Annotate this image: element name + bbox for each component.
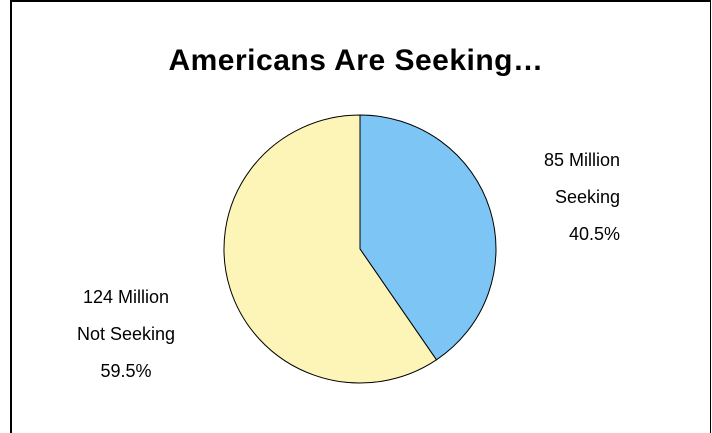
slice-label-not-seeking-line-2: Not Seeking	[76, 324, 176, 344]
pie-slice-seeking	[359, 114, 497, 361]
chart-title: Americans Are Seeking…	[168, 44, 544, 77]
slice-label-not-seeking: 124 Million Not Seeking 59.5%	[56, 279, 196, 390]
slice-label-seeking: 85 Million Seeking 40.5%	[500, 142, 620, 253]
pie-slice-not-seeking	[223, 114, 438, 384]
slice-label-not-seeking-line-3: 59.5%	[100, 361, 152, 381]
slice-label-seeking-line-3: 40.5%	[568, 224, 620, 244]
slice-label-not-seeking-line-1: 124 Million	[82, 287, 170, 307]
slice-label-seeking-line-2: Seeking	[554, 187, 620, 207]
slice-label-seeking-line-1: 85 Million	[543, 150, 620, 170]
